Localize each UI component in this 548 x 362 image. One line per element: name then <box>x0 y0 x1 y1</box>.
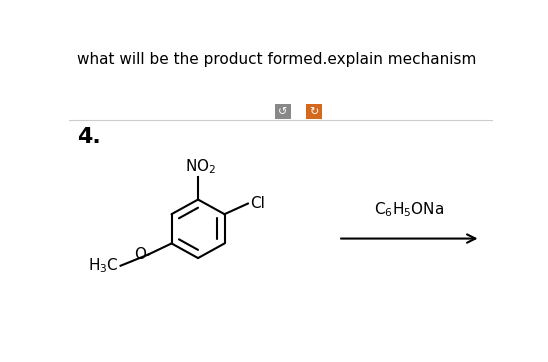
Text: ↺: ↺ <box>278 107 288 117</box>
Text: ↻: ↻ <box>309 107 319 117</box>
Text: Cl: Cl <box>250 195 265 211</box>
FancyBboxPatch shape <box>306 104 322 119</box>
Text: NO$_2$: NO$_2$ <box>185 157 216 176</box>
Text: 4.: 4. <box>77 127 101 147</box>
Text: H$_3$C: H$_3$C <box>88 256 118 275</box>
Text: what will be the product formed.explain mechanism: what will be the product formed.explain … <box>77 52 476 67</box>
FancyBboxPatch shape <box>275 104 291 119</box>
Text: C$_6$H$_5$ONa: C$_6$H$_5$ONa <box>374 200 444 219</box>
Text: O: O <box>134 247 146 262</box>
